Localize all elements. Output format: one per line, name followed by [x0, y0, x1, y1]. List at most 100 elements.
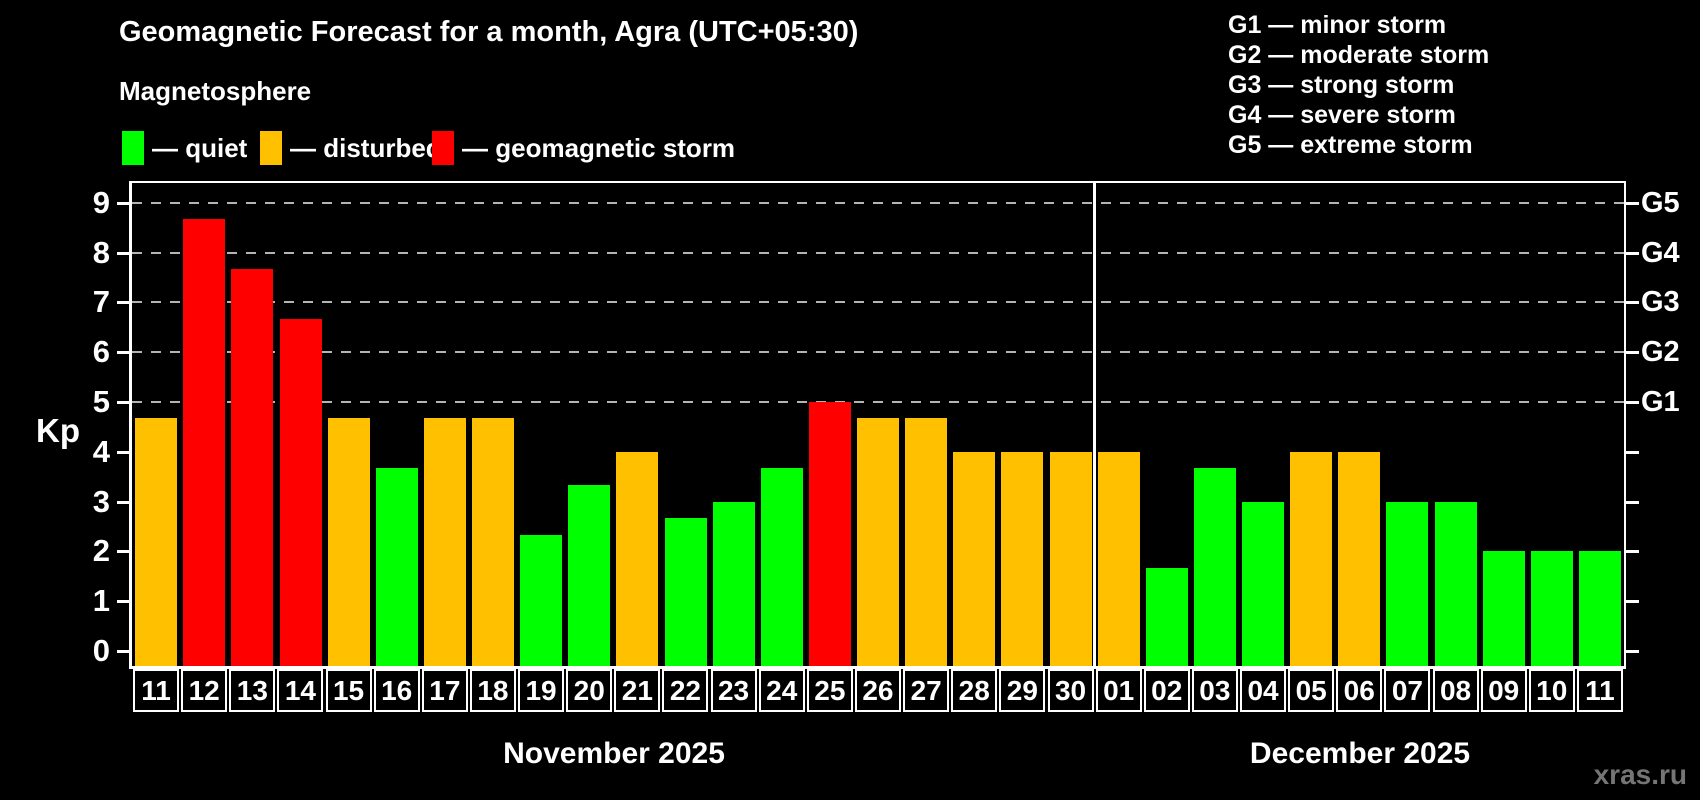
date-cell: 19	[518, 669, 565, 712]
month-label-november: November 2025	[503, 737, 725, 770]
date-cell: 26	[854, 669, 901, 712]
bar-day-07	[1386, 501, 1429, 666]
bar-day-06	[1338, 451, 1381, 666]
month-label-december: December 2025	[1249, 737, 1471, 770]
y-axis-label: Kp	[36, 412, 80, 449]
bar-day-17	[423, 418, 466, 666]
gridline-kp-5	[132, 401, 1624, 403]
bar-day-25	[808, 402, 851, 666]
y-axis-tick-left	[117, 500, 131, 504]
date-cell: 13	[229, 669, 276, 712]
bar-day-15	[327, 418, 370, 666]
bar-day-16	[375, 468, 418, 666]
g-scale-legend: G1 — minor storm G2 — moderate storm G3 …	[1228, 10, 1489, 160]
y-axis-tick-left	[117, 351, 131, 355]
watermark: xras.ru	[1593, 759, 1687, 790]
disturbed-swatch-icon	[260, 131, 282, 165]
bar-day-08	[1434, 501, 1477, 666]
g1-legend-line: G1 — minor storm	[1228, 11, 1447, 39]
y-tick-label-2: 2	[92, 533, 110, 569]
date-cell: 14	[277, 669, 324, 712]
quiet-legend-label: — quiet	[152, 133, 248, 163]
date-cell: 12	[181, 669, 228, 712]
date-cell: 16	[373, 669, 420, 712]
y-axis-tick-right	[1625, 550, 1639, 554]
date-cell: 30	[1047, 669, 1094, 712]
g3-legend-line: G3 — strong storm	[1228, 71, 1455, 99]
date-cell: 10	[1528, 669, 1575, 712]
quiet-swatch-icon	[122, 131, 144, 165]
y-axis-tick-left	[117, 550, 131, 554]
date-cell: 23	[710, 669, 757, 712]
y-tick-label-1: 1	[92, 583, 110, 619]
date-cell: 20	[566, 669, 613, 712]
date-cell: 17	[421, 669, 468, 712]
date-cell: 02	[1143, 669, 1190, 712]
date-cell: 08	[1432, 669, 1479, 712]
bar-day-11	[1578, 551, 1621, 666]
y-axis-tick-right	[1625, 201, 1639, 205]
y-tick-label-3: 3	[92, 483, 110, 519]
g-level-label-g2: G2	[1641, 336, 1680, 369]
date-cell: 18	[469, 669, 516, 712]
g4-legend-line: G4 — severe storm	[1228, 101, 1456, 129]
bar-day-21	[616, 451, 659, 666]
bar-day-12	[183, 219, 226, 666]
y-tick-label-8: 8	[92, 234, 110, 270]
date-cell: 05	[1288, 669, 1335, 712]
disturbed-legend-label: — disturbed	[290, 133, 442, 163]
bar-day-05	[1290, 451, 1333, 666]
page-title: Geomagnetic Forecast for a month, Agra (…	[119, 16, 859, 48]
date-cell: 24	[758, 669, 805, 712]
y-axis-tick-left	[117, 251, 131, 255]
y-axis-tick-right	[1625, 450, 1639, 454]
y-axis-tick-left	[117, 600, 131, 604]
date-cell: 06	[1336, 669, 1383, 712]
bar-day-04	[1242, 501, 1284, 666]
bar-day-09	[1482, 551, 1525, 666]
date-cell: 29	[999, 669, 1046, 712]
y-axis-tick-right	[1625, 650, 1639, 653]
y-axis-tick-right	[1625, 600, 1639, 604]
bar-day-18	[472, 418, 514, 666]
bar-day-23	[712, 501, 755, 666]
bar-day-14	[279, 318, 322, 666]
bar-day-13	[231, 269, 274, 666]
plot-frame	[129, 181, 1626, 669]
y-axis-tick-left	[117, 201, 131, 205]
g2-legend-line: G2 — moderate storm	[1228, 41, 1490, 69]
bar-day-28	[953, 451, 996, 666]
y-tick-label-7: 7	[92, 284, 110, 320]
date-cell: 15	[325, 669, 372, 712]
date-cell: 25	[806, 669, 853, 712]
gridline-kp-9	[132, 201, 1624, 204]
bar-day-10	[1530, 551, 1573, 666]
date-cell: 04	[1240, 669, 1287, 712]
bar-day-26	[857, 418, 899, 666]
bar-day-29	[1001, 451, 1044, 666]
date-cell: 28	[951, 669, 998, 712]
date-cell: 27	[903, 669, 950, 712]
date-cell: 22	[662, 669, 709, 712]
y-axis-tick-right	[1625, 401, 1639, 404]
g-level-label-g1: G1	[1641, 386, 1680, 418]
y-axis-tick-left	[117, 301, 131, 305]
y-axis-tick-right	[1625, 301, 1639, 305]
y-tick-label-9: 9	[92, 184, 110, 220]
gridline-kp-7	[132, 301, 1624, 304]
gridline-kp-8	[132, 251, 1624, 254]
g-level-label-g4: G4	[1641, 236, 1680, 269]
bar-day-22	[664, 518, 707, 666]
bar-day-24	[760, 468, 803, 666]
bar-day-30	[1049, 451, 1092, 666]
y-tick-label-0: 0	[92, 633, 110, 668]
date-cell: 03	[1191, 669, 1238, 712]
y-axis-tick-right	[1625, 251, 1639, 255]
y-axis-tick-left	[117, 650, 131, 653]
bar-day-20	[568, 485, 611, 666]
y-tick-label-5: 5	[92, 384, 110, 419]
y-tick-label-4: 4	[92, 433, 110, 469]
date-cell: 07	[1384, 669, 1431, 712]
